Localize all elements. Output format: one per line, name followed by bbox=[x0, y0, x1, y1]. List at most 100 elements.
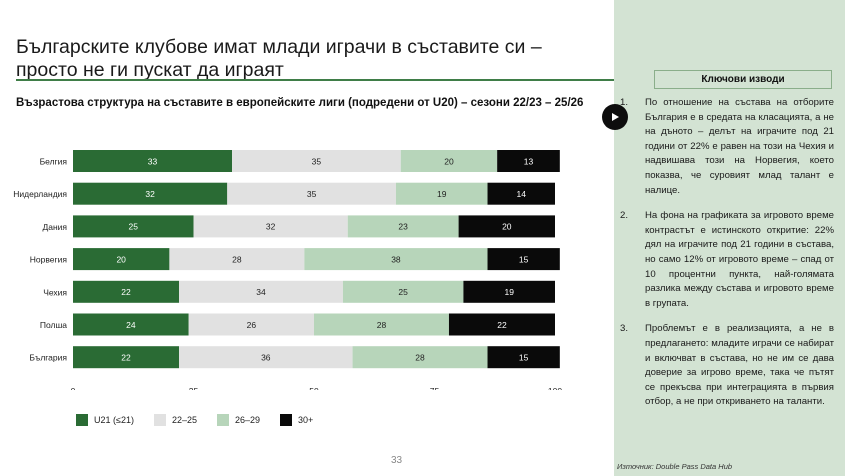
legend-item: U21 (≤21) bbox=[76, 414, 134, 426]
bar-segment bbox=[73, 346, 180, 369]
data-label: 15 bbox=[519, 353, 529, 363]
bar-segment bbox=[458, 215, 555, 238]
data-label: 13 bbox=[524, 156, 534, 166]
finding-item: 1. По отношение на състава на отборите Бъ… bbox=[620, 96, 834, 198]
bar-segment bbox=[487, 182, 555, 205]
data-label: 36 bbox=[261, 353, 271, 363]
bar-segment bbox=[73, 280, 180, 303]
bar-segment bbox=[497, 150, 560, 172]
finding-item: 3. Проблемът е в реализацията, а не в пре… bbox=[620, 322, 834, 410]
bar-segment bbox=[188, 313, 314, 336]
source-note: Източник: Double Pass Data Hub bbox=[617, 462, 733, 471]
data-label: 15 bbox=[519, 254, 529, 264]
bar-segment bbox=[395, 182, 488, 205]
data-label: 38 bbox=[391, 254, 401, 264]
page-number: 33 bbox=[391, 455, 403, 466]
bar-segment bbox=[342, 280, 464, 303]
bar-segment bbox=[73, 313, 189, 336]
data-label: 35 bbox=[307, 189, 317, 199]
data-label: 20 bbox=[444, 156, 454, 166]
x-tick-label: 0 bbox=[71, 386, 76, 390]
data-label: 19 bbox=[504, 287, 514, 297]
bar-segment bbox=[352, 346, 488, 369]
key-findings-list: 1. По отношение на състава на отборите Бъ… bbox=[620, 96, 834, 421]
play-icon bbox=[612, 113, 619, 121]
finding-item: 2. На фона на графиката за игровото време… bbox=[620, 209, 834, 311]
legend-swatch bbox=[76, 414, 88, 426]
data-label: 20 bbox=[116, 254, 126, 264]
bar-segment bbox=[193, 215, 348, 238]
data-label: 19 bbox=[437, 189, 447, 199]
data-label: 22 bbox=[121, 287, 131, 297]
bar-segment bbox=[463, 280, 555, 303]
category-label: Нидерландия bbox=[13, 189, 67, 199]
bar-segment bbox=[232, 150, 401, 172]
x-tick-label: 50 bbox=[309, 386, 319, 390]
chart-title: Възрастова структура на съставите в евро… bbox=[16, 97, 584, 109]
finding-number: 2. bbox=[620, 210, 629, 222]
data-label: 22 bbox=[121, 353, 131, 363]
bar-segment bbox=[400, 150, 498, 172]
legend-swatch bbox=[153, 414, 166, 426]
bar-segment bbox=[179, 346, 353, 369]
data-label: 34 bbox=[256, 287, 266, 297]
data-label: 20 bbox=[502, 222, 512, 232]
slide-title: Българските клубове имат млади играчи в … bbox=[16, 36, 542, 81]
key-findings-header: Ключови изводи bbox=[654, 70, 832, 89]
x-tick-label: 100 bbox=[548, 386, 562, 390]
data-label: 23 bbox=[398, 222, 408, 232]
bar-segment bbox=[73, 182, 228, 205]
category-label: Дания bbox=[42, 222, 67, 232]
category-label: Чехия bbox=[43, 287, 67, 297]
chart-legend: U21 (≤21) 22–25 26–29 30+ bbox=[76, 412, 313, 428]
data-label: 25 bbox=[398, 287, 408, 297]
bar-segment bbox=[73, 248, 170, 271]
finding-text: Проблемът е в реализацията, а не в предл… bbox=[645, 323, 834, 408]
data-label: 33 bbox=[148, 156, 158, 166]
x-tick-label: 25 bbox=[189, 386, 199, 390]
legend-swatch bbox=[280, 414, 293, 426]
bar-segment bbox=[347, 215, 459, 238]
legend-item: 22–25 bbox=[153, 414, 197, 426]
data-label: 35 bbox=[312, 156, 322, 166]
finding-number: 3. bbox=[620, 323, 629, 335]
legend-label: 22–25 bbox=[171, 415, 197, 425]
bar-segment bbox=[227, 182, 396, 205]
bar-segment bbox=[179, 280, 343, 303]
bar-segment bbox=[487, 248, 560, 271]
data-label: 24 bbox=[126, 320, 136, 330]
legend-label: U21 (≤21) bbox=[94, 415, 134, 425]
data-label: 14 bbox=[517, 189, 527, 199]
stacked-bar-chart: Белгия 33 35 20 13 Нидерландия 32 35 19 14 Дания 25… bbox=[13, 150, 562, 390]
title-divider bbox=[16, 79, 644, 81]
data-label: 32 bbox=[266, 222, 276, 232]
finding-text: На фона на графиката за игровото време к… bbox=[645, 210, 834, 309]
category-label: Белгия bbox=[40, 157, 68, 167]
finding-number: 1. bbox=[620, 97, 629, 108]
legend-label: 26–29 bbox=[235, 415, 261, 425]
legend-item: 30+ bbox=[280, 414, 313, 426]
legend-swatch bbox=[217, 414, 229, 426]
play-button[interactable] bbox=[602, 104, 628, 130]
legend-label: 30+ bbox=[298, 415, 314, 425]
bar-segment bbox=[448, 313, 555, 336]
data-label: 22 bbox=[497, 320, 507, 330]
data-label: 28 bbox=[377, 320, 387, 330]
bar-segment bbox=[487, 346, 560, 369]
data-label: 32 bbox=[145, 189, 155, 199]
data-label: 28 bbox=[232, 254, 242, 264]
finding-text: По отношение на състава на отборите Бълг… bbox=[645, 97, 834, 196]
data-label: 25 bbox=[129, 222, 139, 232]
bar-segment bbox=[304, 248, 488, 271]
bar-segment bbox=[169, 248, 305, 271]
bar-segment bbox=[314, 313, 449, 336]
category-label: България bbox=[29, 353, 67, 363]
bar-segment bbox=[73, 150, 233, 172]
x-tick-label: 75 bbox=[430, 386, 440, 390]
legend-item: 26–29 bbox=[217, 414, 260, 426]
category-label: Норвегия bbox=[30, 255, 68, 265]
bar-segment bbox=[73, 215, 194, 238]
data-label: 26 bbox=[247, 320, 257, 330]
data-label: 28 bbox=[415, 353, 425, 363]
category-label: Полша bbox=[40, 320, 67, 330]
